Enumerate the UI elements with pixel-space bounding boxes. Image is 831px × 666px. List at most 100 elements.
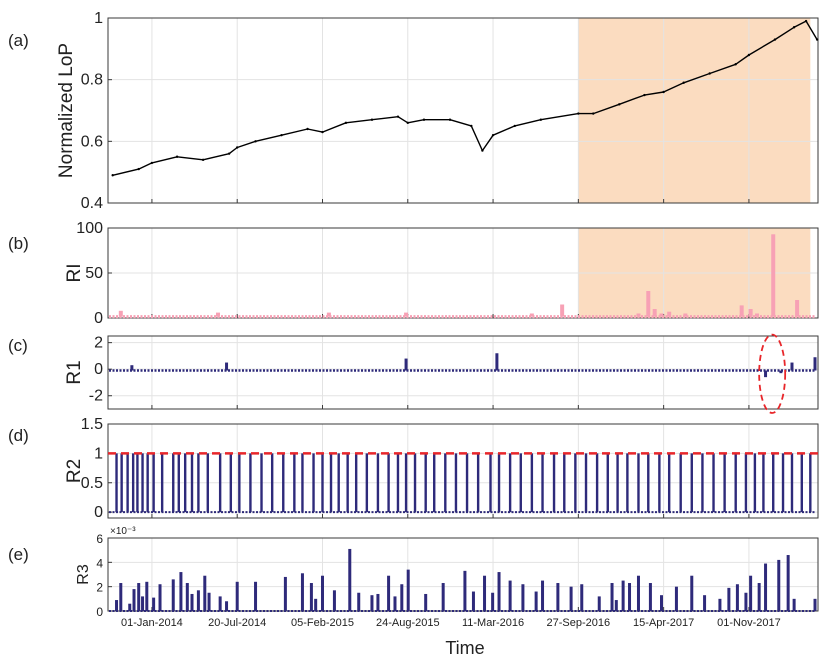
data-bar <box>301 453 304 513</box>
highlight-ellipse <box>758 333 787 414</box>
data-bar <box>249 453 252 513</box>
data-bar <box>441 583 445 611</box>
y-tick-label: 0 <box>94 504 103 521</box>
data-bar <box>282 453 285 513</box>
data-bar <box>658 453 661 513</box>
y-axis-label: R1 <box>64 360 85 384</box>
data-bar <box>136 453 139 513</box>
data-bar <box>703 595 707 611</box>
data-bar <box>626 453 629 513</box>
data-bar <box>218 453 222 513</box>
data-bar <box>393 596 397 611</box>
data-bar <box>757 583 761 611</box>
x-tick-label: 24-Aug-2015 <box>376 617 440 629</box>
x-tick-label: 20-Jul-2014 <box>208 617 266 629</box>
data-bar <box>179 572 183 611</box>
data-bar <box>530 453 534 513</box>
lop-point <box>747 53 751 57</box>
data-bar <box>792 598 796 611</box>
data-bar <box>270 453 274 513</box>
panel-label: (a) <box>8 31 29 50</box>
x-tick-label: 01-Nov-2017 <box>717 617 781 629</box>
data-bar <box>396 453 400 513</box>
data-bar <box>229 453 233 513</box>
lop-point <box>422 118 426 121</box>
data-bar <box>424 593 428 611</box>
data-bar <box>370 595 374 611</box>
data-bar <box>465 453 469 513</box>
data-bar <box>329 453 333 513</box>
data-bar <box>346 453 349 513</box>
x-tick-label: 01-Jan-2014 <box>121 617 183 629</box>
data-bar <box>734 453 737 513</box>
data-bar <box>529 313 534 317</box>
data-bar <box>225 362 229 371</box>
lop-point <box>227 152 231 155</box>
lop-point <box>804 19 808 23</box>
data-bar <box>560 304 565 317</box>
lop-point <box>280 133 283 137</box>
data-bar <box>128 603 132 611</box>
data-bar <box>508 453 512 513</box>
data-bar <box>326 312 331 317</box>
data-bar <box>534 591 538 611</box>
lop-point <box>592 112 595 115</box>
data-bar <box>216 312 221 317</box>
lop-point <box>539 118 543 121</box>
data-bar <box>621 580 625 611</box>
data-bar <box>683 313 688 317</box>
data-bar <box>628 583 632 611</box>
data-bar <box>584 453 588 513</box>
y-tick-label: -2 <box>89 388 103 405</box>
data-bar <box>606 453 609 513</box>
data-bar <box>293 453 296 513</box>
lop-point <box>370 118 374 121</box>
lop-point <box>513 124 517 128</box>
data-bar <box>376 453 380 513</box>
data-bar <box>489 453 492 513</box>
data-bar <box>674 586 678 611</box>
x-tick-label: 11-Mar-2016 <box>462 617 524 629</box>
data-bar <box>433 453 436 513</box>
data-bar <box>491 592 495 611</box>
lop-point <box>236 146 239 149</box>
data-bar <box>132 589 136 611</box>
data-bar <box>755 313 760 317</box>
data-bar <box>332 590 336 611</box>
data-bar <box>141 453 144 513</box>
data-bar <box>610 583 614 611</box>
y-tick-label: 0.4 <box>81 195 103 212</box>
data-bar <box>753 453 757 513</box>
data-bar <box>637 453 640 513</box>
y-axis-label: RI <box>64 264 85 283</box>
data-bar <box>690 453 693 513</box>
data-bar <box>300 573 304 611</box>
data-bar <box>781 453 785 513</box>
lop-point <box>150 161 154 165</box>
lop-point <box>448 118 452 121</box>
lop-point <box>344 121 348 125</box>
data-bar <box>387 575 391 611</box>
lop-point <box>682 81 685 84</box>
data-bar <box>764 563 768 611</box>
data-bar <box>508 580 512 611</box>
y-tick-label: 0 <box>96 605 103 619</box>
data-bar <box>190 593 194 611</box>
data-bar <box>690 575 694 611</box>
data-bar <box>254 581 258 611</box>
data-bar <box>177 453 180 513</box>
lop-point <box>396 115 400 118</box>
data-bar <box>225 601 229 611</box>
data-bar <box>597 596 601 611</box>
data-bar <box>283 576 287 611</box>
data-bar <box>131 453 135 513</box>
data-bar <box>320 575 324 611</box>
lop-point <box>662 90 665 94</box>
data-bar <box>158 584 162 611</box>
data-bar <box>146 453 149 513</box>
data-bar <box>321 453 324 513</box>
data-bar <box>723 453 726 513</box>
data-bar <box>744 453 748 513</box>
data-bar <box>647 453 650 513</box>
y-tick-label: 1.5 <box>81 416 103 433</box>
